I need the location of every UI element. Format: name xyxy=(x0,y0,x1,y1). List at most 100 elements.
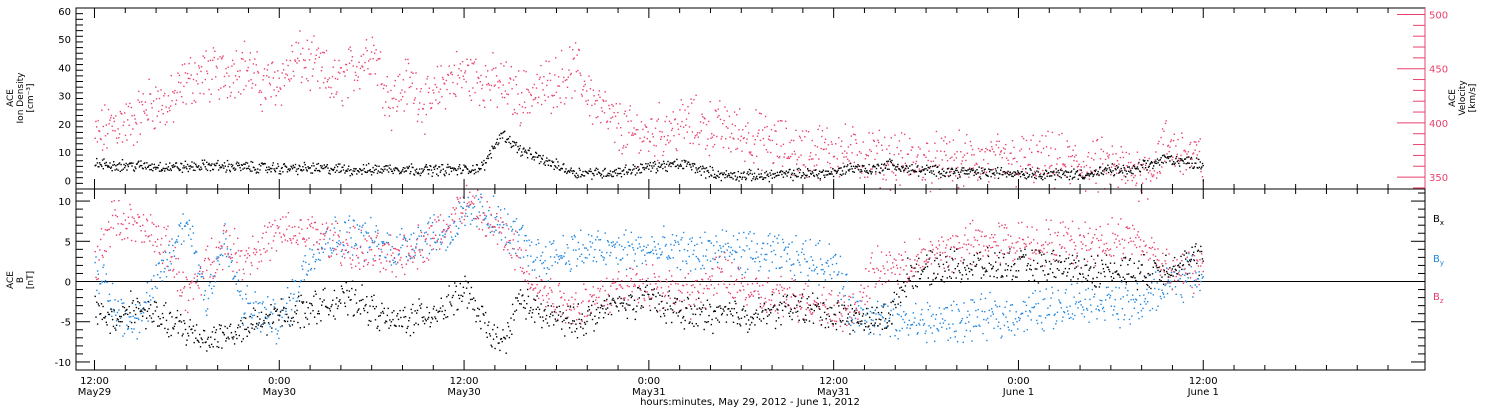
density-series-point xyxy=(198,165,200,167)
velocity-series-point xyxy=(136,141,138,143)
velocity-series-point xyxy=(737,138,739,140)
velocity-series-point xyxy=(719,118,722,121)
by-series-point xyxy=(1011,304,1013,306)
by-series-point xyxy=(468,206,470,208)
bz-series-point xyxy=(295,241,297,244)
by-series-point xyxy=(481,197,483,199)
density-series-point xyxy=(344,172,346,174)
by-series-point xyxy=(1180,294,1182,296)
density-series-point xyxy=(103,158,105,160)
density-series-point xyxy=(817,177,819,179)
velocity-series-point xyxy=(469,95,471,97)
density-series-point xyxy=(1034,172,1037,174)
by-series-point xyxy=(917,332,919,334)
bz-series-point xyxy=(150,234,153,236)
by-series-point xyxy=(271,313,274,315)
velocity-series-point xyxy=(454,93,456,96)
velocity-series-point xyxy=(727,127,729,129)
density-series-point xyxy=(1065,170,1067,172)
density-series-point xyxy=(271,167,273,170)
by-series-point xyxy=(995,304,997,306)
velocity-series-point xyxy=(770,128,773,131)
bz-series-point xyxy=(172,268,175,271)
by-series-point xyxy=(860,307,862,309)
velocity-series-point xyxy=(220,87,222,89)
by-series-point xyxy=(625,229,627,231)
density-series-point xyxy=(441,164,444,166)
by-series-point xyxy=(770,251,773,253)
velocity-series-point xyxy=(657,118,660,120)
density-series-point xyxy=(546,160,549,162)
by-series-point xyxy=(821,264,823,266)
by-series-point xyxy=(647,244,649,246)
velocity-series-point xyxy=(1036,144,1038,146)
by-series-point xyxy=(998,305,1001,308)
density-series-point xyxy=(287,168,289,171)
by-series-point xyxy=(862,308,865,311)
density-series-point xyxy=(1038,176,1040,178)
density-series-point xyxy=(1017,171,1020,174)
bz-series-point xyxy=(170,256,172,258)
density-series-point xyxy=(489,149,491,152)
velocity-series-point xyxy=(175,103,177,105)
bz-series-point xyxy=(376,235,378,237)
velocity-series-point xyxy=(815,164,818,166)
by-series-point xyxy=(227,253,229,256)
velocity-series-point xyxy=(430,107,432,110)
bz-series-point xyxy=(435,221,438,223)
velocity-series-point xyxy=(132,128,134,130)
by-series-point xyxy=(661,251,663,253)
velocity-series-point xyxy=(760,113,762,115)
by-series-point xyxy=(838,271,840,273)
by-series-point xyxy=(433,214,435,216)
bz-series-point xyxy=(448,226,450,229)
by-series-point xyxy=(324,248,326,250)
velocity-series-point xyxy=(838,137,840,139)
velocity-series-point xyxy=(789,141,791,144)
density-series-point xyxy=(233,167,235,169)
bz-series-point xyxy=(167,225,169,227)
velocity-series-point xyxy=(472,87,474,89)
velocity-series-point xyxy=(1184,149,1186,151)
velocity-series-point xyxy=(647,131,649,133)
by-series-point xyxy=(774,235,776,238)
density-series-point xyxy=(277,165,280,168)
density-series-point xyxy=(552,161,554,164)
density-series-point xyxy=(765,170,768,173)
by-series-point xyxy=(385,241,388,244)
velocity-series-point xyxy=(1124,182,1127,184)
by-series-point xyxy=(207,297,210,300)
by-series-point xyxy=(586,257,588,259)
density-series-point xyxy=(489,152,492,155)
density-series-point xyxy=(254,168,257,171)
density-series-point xyxy=(662,160,665,163)
by-series-point xyxy=(513,248,515,250)
by-series-point xyxy=(1105,286,1108,289)
density-series-point xyxy=(96,162,99,164)
density-series-point xyxy=(285,166,288,168)
density-series-point xyxy=(750,179,753,182)
density-series-point xyxy=(1190,156,1193,159)
density-series-point xyxy=(1141,166,1144,169)
velocity-series-point xyxy=(122,124,124,127)
velocity-series-point xyxy=(667,135,669,137)
by-series-point xyxy=(901,327,903,330)
density-series-point xyxy=(164,170,166,172)
by-series-point xyxy=(379,255,381,257)
density-series-point xyxy=(787,171,790,173)
by-series-point xyxy=(911,324,913,326)
density-series-point xyxy=(1006,172,1008,175)
by-series-point xyxy=(903,311,905,313)
density-series-point xyxy=(230,163,232,166)
density-series-point xyxy=(217,159,219,162)
by-series-point xyxy=(380,248,382,251)
velocity-series-point xyxy=(452,81,454,84)
velocity-series-point xyxy=(353,89,355,92)
by-series-point xyxy=(414,254,416,257)
velocity-series-point xyxy=(350,50,352,52)
density-series-point xyxy=(232,164,234,166)
velocity-series-point xyxy=(1075,154,1077,156)
by-series-point xyxy=(233,275,236,277)
velocity-series-point xyxy=(796,163,798,165)
